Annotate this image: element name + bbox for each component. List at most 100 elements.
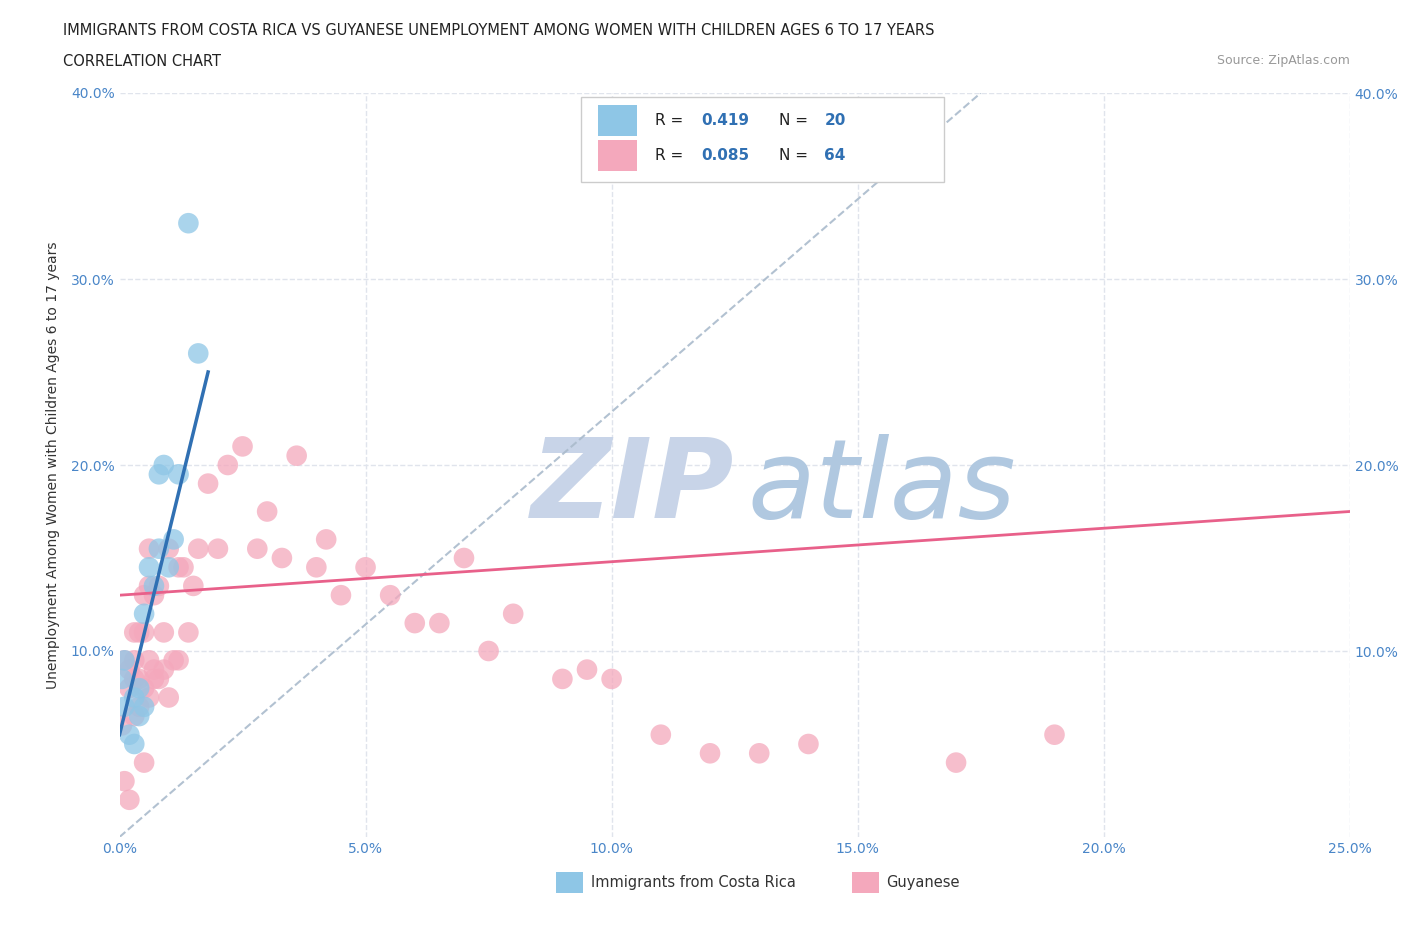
Point xyxy=(138,541,160,556)
Text: 0.419: 0.419 xyxy=(702,113,749,128)
Point xyxy=(128,681,150,696)
Point xyxy=(132,625,156,640)
Point xyxy=(148,467,170,482)
Point xyxy=(167,467,190,482)
Text: N =: N = xyxy=(779,113,813,128)
Text: Source: ZipAtlas.com: Source: ZipAtlas.com xyxy=(1216,54,1350,67)
Point xyxy=(576,662,599,677)
Point xyxy=(207,541,229,556)
Point xyxy=(114,653,135,668)
Bar xyxy=(581,97,943,182)
Point xyxy=(477,644,501,658)
Point xyxy=(183,578,205,593)
Point xyxy=(157,560,180,575)
Point xyxy=(270,551,294,565)
Text: N =: N = xyxy=(779,148,813,163)
Bar xyxy=(557,872,583,893)
Point xyxy=(177,216,200,231)
Point xyxy=(143,671,166,686)
Point xyxy=(163,532,186,547)
Point xyxy=(138,578,160,593)
Point xyxy=(124,690,146,705)
Point xyxy=(138,690,160,705)
Point xyxy=(153,625,174,640)
Point xyxy=(502,606,524,621)
Point xyxy=(128,625,150,640)
Point xyxy=(797,737,820,751)
Text: 20: 20 xyxy=(824,113,846,128)
Point xyxy=(699,746,721,761)
Text: 0.085: 0.085 xyxy=(702,148,749,163)
Text: IMMIGRANTS FROM COSTA RICA VS GUYANESE UNEMPLOYMENT AMONG WOMEN WITH CHILDREN AG: IMMIGRANTS FROM COSTA RICA VS GUYANESE U… xyxy=(63,23,935,38)
Point xyxy=(187,541,209,556)
Point xyxy=(157,690,180,705)
Point xyxy=(551,671,574,686)
Y-axis label: Unemployment Among Women with Children Ages 6 to 17 years: Unemployment Among Women with Children A… xyxy=(45,241,59,689)
Point xyxy=(231,439,254,454)
Point xyxy=(246,541,269,556)
Point xyxy=(118,662,141,677)
Text: ZIP: ZIP xyxy=(531,433,734,541)
Point xyxy=(285,448,308,463)
Point xyxy=(114,653,135,668)
Point xyxy=(256,504,278,519)
Point xyxy=(315,532,337,547)
Point xyxy=(132,606,156,621)
Point xyxy=(163,653,186,668)
Point xyxy=(148,578,170,593)
Text: R =: R = xyxy=(655,148,688,163)
Point xyxy=(128,709,150,724)
Point xyxy=(124,625,146,640)
Point xyxy=(111,718,134,733)
Point xyxy=(138,653,160,668)
Point xyxy=(354,560,377,575)
Text: Guyanese: Guyanese xyxy=(886,875,959,890)
Point xyxy=(167,560,190,575)
Point xyxy=(124,671,146,686)
Point xyxy=(132,681,156,696)
Point xyxy=(329,588,352,603)
Point xyxy=(187,346,209,361)
Point xyxy=(118,792,141,807)
Point xyxy=(427,616,450,631)
Bar xyxy=(852,872,879,893)
Point xyxy=(124,737,146,751)
Text: Immigrants from Costa Rica: Immigrants from Costa Rica xyxy=(591,875,796,890)
Point xyxy=(143,578,166,593)
Point xyxy=(128,671,150,686)
Point xyxy=(600,671,623,686)
Point xyxy=(111,671,134,686)
Point xyxy=(143,662,166,677)
Point xyxy=(167,653,190,668)
Point xyxy=(118,681,141,696)
Text: R =: R = xyxy=(655,113,688,128)
Point xyxy=(153,662,174,677)
Point xyxy=(305,560,328,575)
Point xyxy=(453,551,475,565)
Point xyxy=(157,541,180,556)
Point xyxy=(404,616,426,631)
Point xyxy=(217,458,239,472)
Point xyxy=(177,625,200,640)
Text: atlas: atlas xyxy=(747,433,1015,541)
Point xyxy=(197,476,219,491)
Point xyxy=(153,458,174,472)
Point xyxy=(128,699,150,714)
Point xyxy=(124,709,146,724)
Point xyxy=(148,541,170,556)
Point xyxy=(132,699,156,714)
Point xyxy=(118,727,141,742)
Text: CORRELATION CHART: CORRELATION CHART xyxy=(63,54,221,69)
Point xyxy=(138,560,160,575)
Point xyxy=(148,671,170,686)
Point xyxy=(380,588,402,603)
Point xyxy=(748,746,770,761)
Point xyxy=(124,653,146,668)
Point xyxy=(1043,727,1066,742)
Point xyxy=(650,727,672,742)
Point xyxy=(114,774,135,789)
Point xyxy=(132,755,156,770)
Point xyxy=(114,699,135,714)
Point xyxy=(132,588,156,603)
Point xyxy=(172,560,194,575)
